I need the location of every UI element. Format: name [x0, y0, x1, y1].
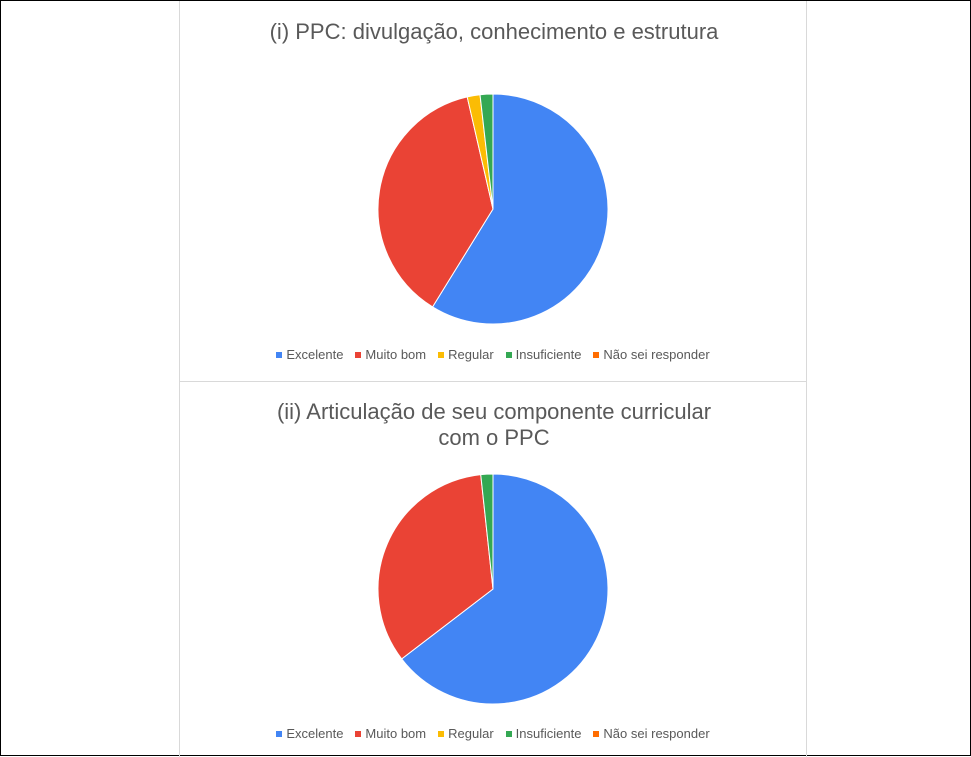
legend-label: Excelente — [286, 347, 344, 362]
legend-swatch — [438, 730, 445, 737]
legend-label: Regular — [448, 347, 494, 362]
legend-label: Excelente — [286, 726, 344, 741]
legend-item: Insuficiente — [505, 726, 582, 741]
legend-swatch — [276, 351, 283, 358]
pie-slice — [377, 474, 494, 660]
legend-label: Muito bom — [365, 347, 427, 362]
legend-swatch — [505, 351, 512, 358]
legend-item: Não sei responder — [593, 347, 710, 362]
legend-item: Insuficiente — [505, 347, 582, 362]
legend-label: Regular — [448, 726, 494, 741]
legend-label: Insuficiente — [515, 347, 582, 362]
legend-label: Não sei responder — [603, 726, 710, 741]
pie-area — [377, 473, 609, 705]
pie-slice — [479, 93, 494, 210]
legend-label: Insuficiente — [515, 726, 582, 741]
legend-swatch — [593, 730, 600, 737]
chart-title: (ii) Articulação de seu componente curri… — [276, 399, 712, 450]
legend-item: Não sei responder — [593, 726, 710, 741]
legend-swatch — [438, 351, 445, 358]
pie-area — [377, 93, 609, 325]
legend: Excelente Muito bom Regular Insuficiente Não… — [180, 726, 806, 741]
legend-swatch — [355, 730, 362, 737]
chart-title: (i) PPC: divulgação, conhecimento e estr… — [269, 19, 719, 44]
legend-item: Excelente — [276, 726, 343, 741]
legend-swatch — [505, 730, 512, 737]
pie-slice — [431, 93, 609, 325]
legend: Excelente Muito bom Regular Insuficiente Não… — [180, 347, 806, 362]
legend-item: Excelente — [276, 347, 343, 362]
legend-item: Regular — [438, 726, 494, 741]
chart-panel: (ii) Articulação de seu componente curri… — [179, 381, 807, 757]
legend-label: Não sei responder — [603, 347, 710, 362]
chart-panel: (i) PPC: divulgação, conhecimento e estr… — [179, 1, 807, 382]
pie-slice — [377, 96, 494, 308]
legend-label: Muito bom — [365, 726, 427, 741]
pie-slice — [400, 473, 609, 705]
legend-swatch — [276, 730, 283, 737]
legend-item: Regular — [438, 347, 494, 362]
legend-item: Muito bom — [355, 347, 426, 362]
legend-item: Muito bom — [355, 726, 426, 741]
legend-swatch — [355, 351, 362, 358]
legend-swatch — [593, 351, 600, 358]
pie-slice — [480, 473, 494, 590]
